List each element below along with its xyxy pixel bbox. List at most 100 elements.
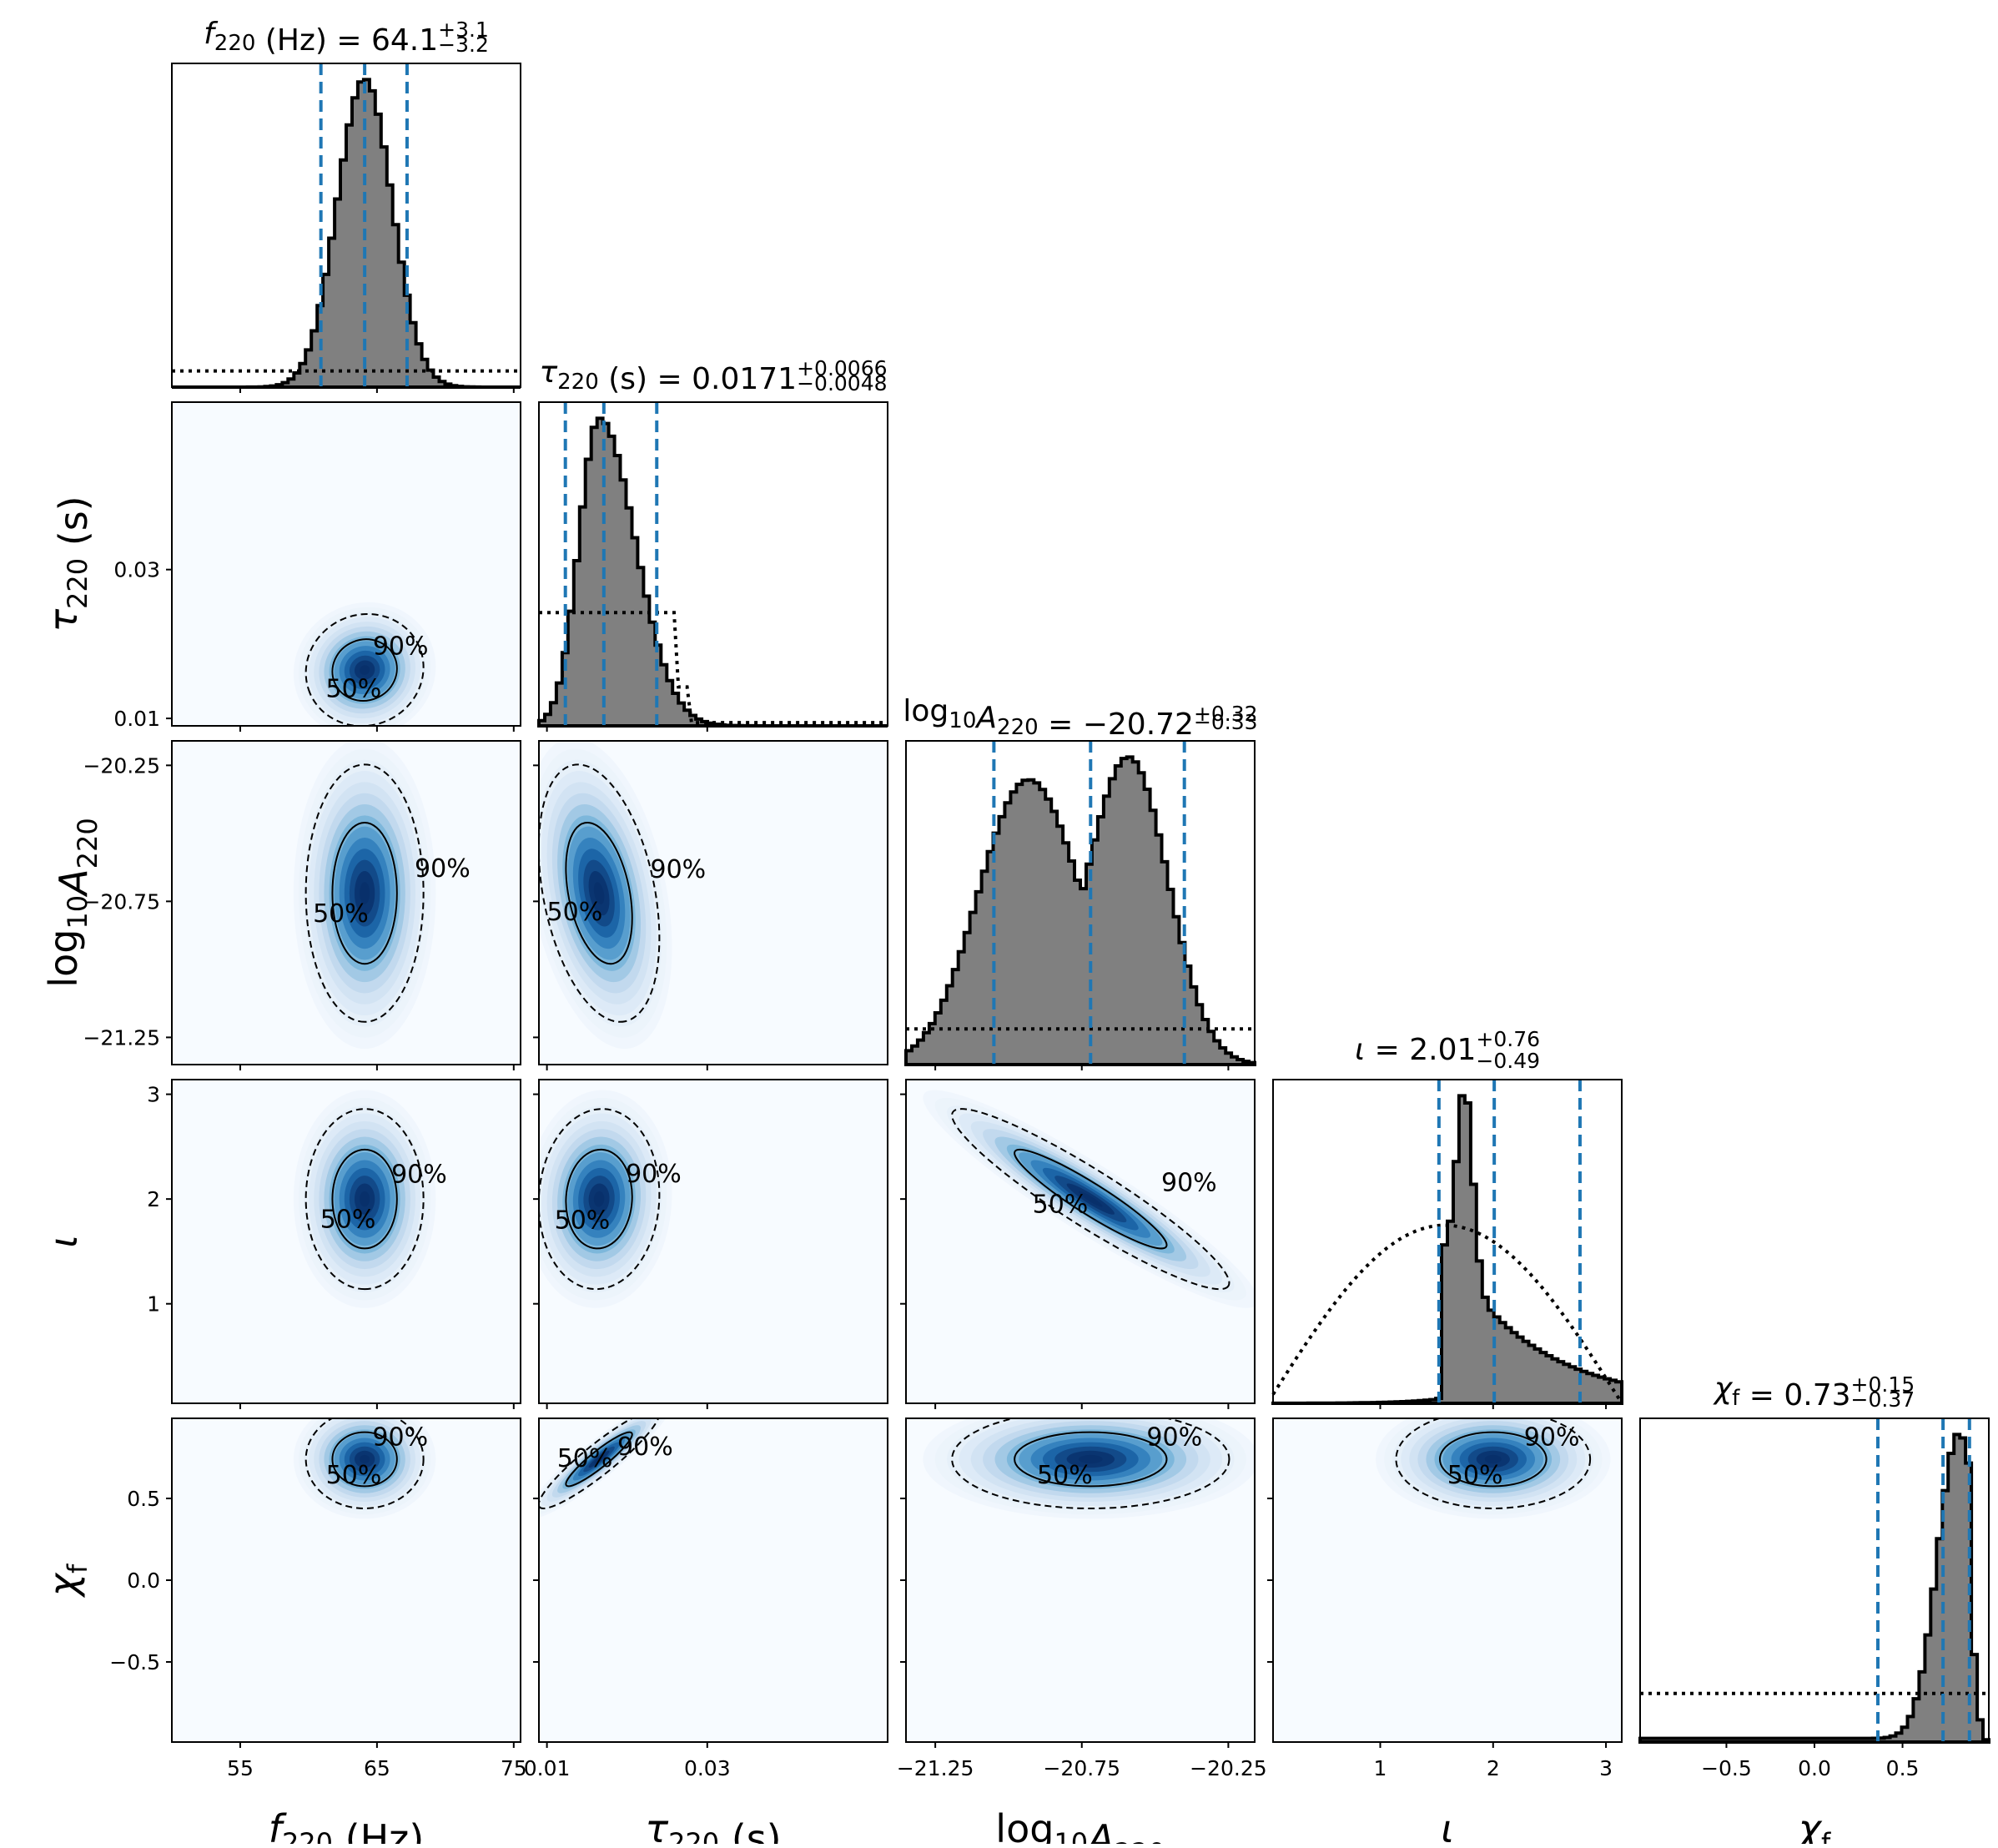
contour-label-50: 50% [1037,1461,1093,1490]
x-tick-label-iota: 1 [1374,1756,1387,1780]
contour-90-chi-logA [951,1418,1231,1509]
contour-label-90: 90% [617,1433,673,1462]
y-tick-label-tau220: 0.01 [113,707,160,731]
x-tick-label-logA: −21.25 [897,1756,974,1780]
panel-frame [171,740,521,1065]
y-tick-label-logA: −20.75 [83,889,160,914]
density-panel-tau220-f220: 50%90% [171,401,521,727]
contour-90-iota-f220 [304,1108,425,1291]
histogram-f220 [172,78,521,389]
contour-50-chi-f220 [331,1431,398,1488]
panel-frame-iota [1272,1079,1623,1404]
histogram-tau220 [537,416,888,728]
contour-label-50: 50% [326,1461,382,1490]
y-tick-label-chi: 0.5 [127,1487,160,1511]
contour-90-logA-tau220 [539,763,661,1023]
x-axis-label-f220: f220 (Hz) [269,1806,425,1844]
contour-50-chi-tau220 [565,1431,633,1488]
y-axis-label-tau220: τ220 (s) [41,496,96,632]
x-axis-label-tau220: τ220 (s) [645,1806,781,1844]
panel-frame-tau220 [538,401,888,727]
contour-90-iota-logA [951,1108,1231,1291]
panel-frame-logA [905,740,1256,1065]
contour-90-chi-iota [1395,1418,1592,1509]
contour-90-tau220-f220 [304,612,425,726]
x-tick-label-logA: −20.25 [1190,1756,1267,1780]
contour-50-tau220-f220 [331,638,398,702]
x-tick-label-chi: −0.5 [1701,1756,1752,1780]
contour-label-90: 90% [373,632,429,662]
x-tick-label-iota: 2 [1487,1756,1500,1780]
contour-label-50: 50% [547,898,603,927]
contour-label-90: 90% [1524,1423,1580,1453]
contour-label-50: 50% [557,1444,613,1473]
histogram-iota [1271,1094,1623,1405]
contour-label-90: 90% [391,1160,447,1189]
density-panel-chi-tau220: 50% 90% [538,1417,888,1743]
prior-iota [1271,1223,1623,1404]
title-lower-chi: −0.37 [1851,1387,1915,1412]
panel-frame [171,401,521,727]
density-panel-chi-f220: 50%90% [171,1417,521,1743]
x-tick-label-logA: −20.75 [1043,1756,1120,1780]
y-axis-label-iota: ι [41,1235,86,1248]
contour-label-50: 50% [326,675,382,704]
title-lower-logA: −0.33 [1194,710,1258,734]
title-f220: f220 (Hz) = 64.1+3.1 [204,17,489,58]
contour-label-90: 90% [1161,1169,1217,1198]
x-tick-label-tau220: 0.01 [524,1756,571,1780]
contour-50-logA-f220 [331,821,398,965]
y-axis-label-logA: log10A220 [41,818,103,987]
panel-frame [905,1079,1256,1404]
title-chi: χf = 0.73+0.15 [1713,1372,1915,1412]
contour-label-50: 50% [313,899,369,929]
prior-tau220 [539,611,888,725]
title-lower-tau220: −0.0048 [797,371,887,395]
contour-label-50: 50% [320,1206,376,1235]
x-axis-label-logA: log10A220 [995,1806,1165,1844]
y-tick-label-chi: −0.5 [109,1650,160,1674]
x-tick-label-iota: 3 [1599,1756,1613,1780]
contour-50-iota-f220 [331,1148,398,1250]
x-axis-label-chi: χf [1796,1806,1831,1844]
contour-label-90: 90% [372,1423,428,1453]
y-tick-label-tau220: 0.03 [113,558,160,582]
contour-50-iota-tau220 [565,1148,633,1250]
x-tick-label-f220: 55 [227,1756,254,1780]
contour-50-logA-tau220 [565,821,633,965]
contour-label-90: 90% [626,1160,682,1189]
title-lower-iota: −0.49 [1476,1049,1540,1073]
density-panel-chi-logA: 50% 90% [905,1417,1256,1743]
y-tick-label-logA: −21.25 [83,1025,160,1050]
y-tick-label-iota: 2 [147,1187,160,1211]
density-panel-logA-tau220: 50% 90% [538,740,888,1065]
x-tick-label-chi: 0.0 [1798,1756,1831,1780]
density-panel-chi-iota: 50% 90% [1272,1417,1623,1743]
contour-label-50: 50% [555,1206,611,1235]
contour-50-chi-logA [1014,1431,1168,1488]
y-axis-label-chi: χf [41,1563,93,1599]
histogram-chi [1638,1433,1990,1744]
density-panel-iota-tau220: 50% 90% [538,1079,888,1404]
title-tau220: τ220 (s) = 0.0171+0.0066 [539,355,887,396]
histogram-logA [904,755,1256,1066]
contour-label-90: 90% [1146,1423,1202,1453]
contour-90-chi-f220 [304,1418,425,1509]
contour-50-chi-iota [1438,1431,1548,1488]
contour-label-90: 90% [415,854,471,884]
contour-90-logA-f220 [304,763,425,1023]
title-lower-f220: −3.2 [438,33,489,57]
y-tick-label-iota: 1 [147,1292,160,1317]
y-tick-label-chi: 0.0 [127,1569,160,1593]
contour-50-iota-logA [1014,1148,1168,1250]
x-tick-label-tau220: 0.03 [684,1756,731,1780]
contour-label-50: 50% [1033,1191,1089,1220]
x-tick-label-f220: 75 [501,1756,527,1780]
panel-frame-f220 [171,63,521,388]
contour-label-90: 90% [651,855,707,884]
density-panel-iota-logA: 50% 90% [905,1079,1256,1404]
panel-frame [538,1079,888,1404]
y-tick-label-iota: 3 [147,1083,160,1107]
